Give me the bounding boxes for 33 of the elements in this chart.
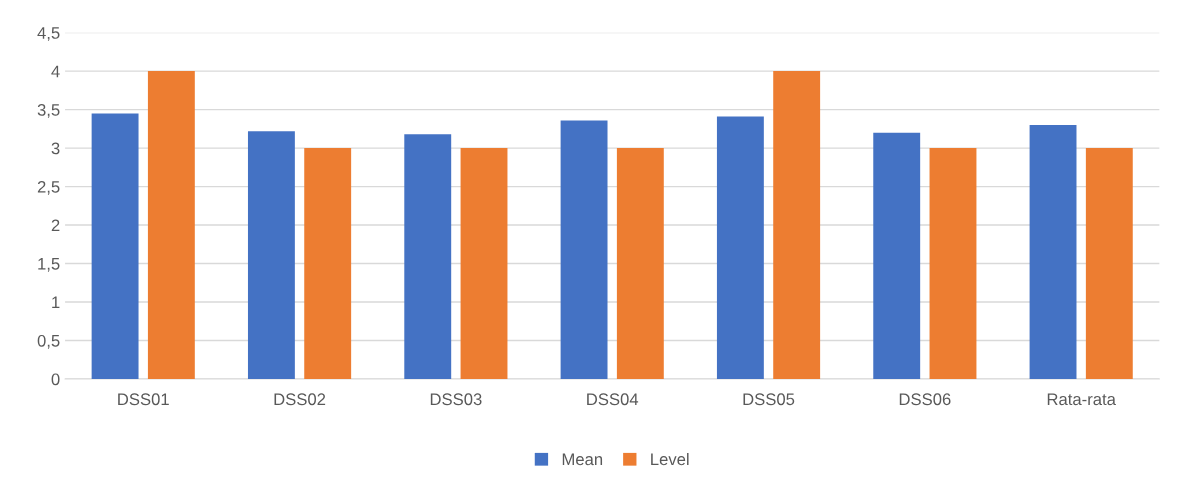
y-tick-label: 1,5 — [38, 258, 60, 272]
y-tick-label: 2,5 — [37, 180, 60, 195]
x-tick-label: DSS03 — [430, 393, 482, 406]
y-tick-label: 4,5 — [37, 27, 60, 41]
bar — [1029, 125, 1077, 380]
y-tick-label: 3,5 — [37, 104, 60, 118]
x-tick-label: DSS01 — [118, 393, 169, 406]
y-tick-label: 2 — [51, 219, 60, 232]
x-tick-label: DSS04 — [587, 393, 639, 406]
bar — [247, 131, 295, 380]
x-tick-label: DSS02 — [274, 393, 326, 406]
bar — [1085, 148, 1133, 380]
x-tick-label: DSS06 — [899, 393, 951, 406]
x-tick-label: DSS05 — [743, 393, 795, 406]
bar — [560, 120, 608, 380]
y-tick-label: 0 — [51, 373, 60, 386]
x-tick-label: Rata-rata — [1047, 393, 1116, 406]
y-tick-label: 3 — [51, 142, 60, 155]
bar — [147, 71, 195, 380]
bar — [404, 134, 452, 380]
y-tick-label: 4 — [51, 65, 60, 78]
bar — [304, 148, 352, 380]
y-tick-label: 0,5 — [37, 334, 60, 349]
bar — [616, 148, 664, 380]
bar — [716, 116, 764, 380]
y-tick-label: 1 — [52, 296, 60, 309]
bar — [873, 132, 921, 380]
bar — [91, 113, 139, 380]
bar — [460, 148, 508, 380]
bar — [773, 71, 821, 380]
legend-label: Mean — [562, 453, 603, 466]
bar — [929, 148, 977, 380]
legend-label: Level — [651, 452, 689, 466]
